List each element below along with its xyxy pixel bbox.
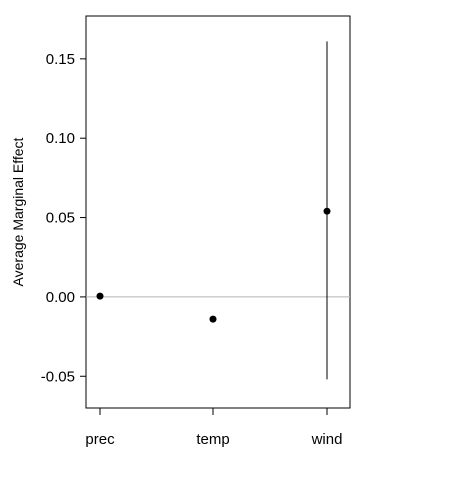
point-prec — [96, 292, 104, 300]
x-tick-label: wind — [311, 431, 343, 448]
x-axis: prec temp wind — [85, 408, 342, 448]
y-tick-label: 0.00 — [46, 289, 75, 306]
plot-box — [85, 15, 351, 409]
x-tick-label: prec — [85, 431, 115, 448]
y-tick-label: 0.05 — [46, 210, 75, 227]
point-temp — [209, 315, 217, 323]
y-tick-label: -0.05 — [41, 368, 75, 385]
y-axis-label: Average Marginal Effect — [10, 137, 26, 286]
y-tick-label: 0.10 — [46, 130, 75, 147]
y-axis: -0.05 0.00 0.05 0.10 0.15 — [41, 51, 86, 385]
data-marks — [96, 41, 331, 380]
point-wind — [323, 207, 331, 215]
y-tick-label: 0.15 — [46, 51, 75, 68]
x-tick-label: temp — [196, 431, 229, 448]
